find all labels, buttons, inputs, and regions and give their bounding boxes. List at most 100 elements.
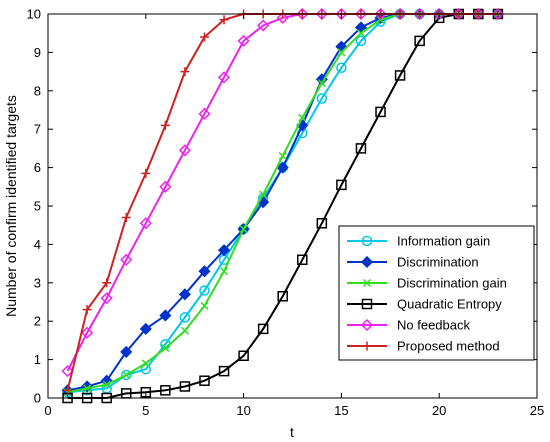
data-point-discrimination bbox=[178, 288, 191, 301]
ticks-layer: 0 5 10 15 20 25 0 1 2 3 4 5 6 7 8 9 10 bbox=[27, 7, 545, 419]
data-point-discrimination-gain bbox=[83, 384, 92, 393]
data-point-discrimination-gain bbox=[259, 190, 268, 199]
data-point-no-feedback bbox=[100, 292, 113, 305]
y-tick-label: 10 bbox=[27, 7, 41, 22]
data-point-discrimination-gain bbox=[317, 79, 326, 88]
legend-box bbox=[338, 225, 535, 361]
data-point-discrimination-gain bbox=[180, 326, 189, 335]
data-point-quadratic-entropy bbox=[375, 106, 386, 118]
data-point-information-gain bbox=[355, 35, 367, 47]
legend-label-discrimination-gain: Discrimination gain bbox=[397, 276, 507, 291]
y-axis-label: Number of confirm identified targets bbox=[3, 95, 19, 317]
data-point-no-feedback bbox=[374, 7, 387, 21]
data-point-no-feedback bbox=[178, 144, 191, 157]
data-point-no-feedback bbox=[217, 71, 231, 84]
x-tick-label: 15 bbox=[334, 403, 348, 418]
legend-entry-no-feedback: No feedback bbox=[347, 318, 470, 333]
data-point-no-feedback bbox=[139, 217, 152, 230]
data-point-no-feedback bbox=[81, 326, 94, 339]
data-point-quadratic-entropy bbox=[218, 365, 230, 377]
data-point-no-feedback bbox=[61, 365, 74, 378]
data-point-quadratic-entropy bbox=[238, 350, 249, 362]
x-tick-label: 5 bbox=[142, 403, 149, 418]
data-point-discrimination-gain bbox=[278, 152, 287, 161]
data-point-discrimination-gain bbox=[102, 380, 111, 389]
legend-marker-proposed-method bbox=[362, 341, 372, 351]
legend-label-quadratic-entropy: Quadratic Entropy bbox=[397, 297, 502, 312]
data-point-proposed-method bbox=[199, 32, 209, 42]
legend-marker-no-feedback bbox=[360, 318, 374, 332]
data-point-discrimination-gain bbox=[122, 370, 131, 379]
data-point-quadratic-entropy bbox=[414, 35, 425, 47]
data-point-discrimination-gain bbox=[298, 113, 307, 122]
data-point-no-feedback bbox=[394, 7, 407, 21]
legend-entry-discrimination: Discrimination bbox=[347, 255, 479, 270]
data-point-information-gain bbox=[316, 93, 328, 104]
data-point-information-gain bbox=[120, 369, 132, 381]
data-point-no-feedback bbox=[296, 7, 309, 21]
data-point-discrimination bbox=[217, 244, 231, 257]
data-point-discrimination bbox=[120, 345, 133, 358]
data-point-proposed-method bbox=[141, 168, 151, 178]
data-point-discrimination bbox=[198, 265, 211, 278]
legend-entry-information-gain: Information gain bbox=[347, 234, 490, 249]
data-point-no-feedback bbox=[315, 7, 328, 21]
data-point-no-feedback bbox=[276, 11, 289, 24]
data-point-quadratic-entropy bbox=[257, 323, 269, 335]
legend-label-information-gain: Information gain bbox=[397, 234, 490, 249]
data-point-proposed-method bbox=[63, 385, 73, 395]
data-point-quadratic-entropy bbox=[336, 179, 347, 191]
data-point-discrimination-gain bbox=[239, 225, 248, 234]
data-point-discrimination-gain bbox=[141, 359, 150, 368]
data-point-no-feedback bbox=[120, 253, 133, 266]
data-point-discrimination-gain bbox=[220, 267, 229, 276]
data-point-discrimination-gain bbox=[200, 301, 209, 310]
y-tick-label: 5 bbox=[34, 199, 41, 214]
data-point-no-feedback bbox=[237, 34, 250, 47]
legend-entry-proposed-method: Proposed method bbox=[347, 339, 500, 354]
data-point-proposed-method bbox=[121, 213, 131, 223]
legend-entry-discrimination-gain: Discrimination gain bbox=[347, 276, 507, 291]
data-point-no-feedback bbox=[354, 7, 368, 21]
y-tick-label: 9 bbox=[34, 45, 41, 60]
x-axis-label: t bbox=[290, 424, 294, 440]
legend-marker-quadratic-entropy bbox=[361, 298, 373, 310]
data-point-quadratic-entropy bbox=[316, 218, 328, 229]
data-point-information-gain bbox=[336, 62, 347, 74]
y-tick-label: 1 bbox=[34, 352, 41, 367]
data-point-information-gain bbox=[140, 363, 152, 375]
data-point-proposed-method bbox=[82, 305, 92, 315]
data-point-no-feedback bbox=[198, 107, 211, 120]
data-point-no-feedback bbox=[452, 7, 465, 21]
data-point-information-gain bbox=[199, 285, 210, 296]
data-point-quadratic-entropy bbox=[179, 381, 191, 392]
legend-entry-quadratic-entropy: Quadratic Entropy bbox=[347, 297, 502, 312]
data-point-quadratic-entropy bbox=[355, 143, 367, 154]
data-point-discrimination-gain bbox=[356, 29, 365, 38]
data-point-quadratic-entropy bbox=[277, 290, 288, 302]
legend-label-discrimination: Discrimination bbox=[397, 255, 479, 270]
y-tick-label: 0 bbox=[34, 391, 41, 406]
data-point-quadratic-entropy bbox=[199, 375, 210, 386]
data-point-proposed-method bbox=[160, 120, 170, 130]
data-point-proposed-method bbox=[180, 67, 190, 77]
x-tick-label: 20 bbox=[432, 403, 446, 418]
x-tick-label: 0 bbox=[44, 403, 51, 418]
data-point-proposed-method bbox=[102, 278, 112, 288]
data-point-quadratic-entropy bbox=[297, 254, 308, 266]
y-tick-label: 7 bbox=[34, 122, 41, 137]
y-tick-label: 2 bbox=[34, 314, 41, 329]
series-line-quadratic-entropy bbox=[67, 13, 498, 399]
legend-label-no-feedback: No feedback bbox=[397, 318, 470, 333]
y-tick-label: 8 bbox=[34, 83, 41, 98]
data-point-no-feedback bbox=[491, 7, 504, 21]
legend-marker-discrimination bbox=[360, 255, 374, 269]
data-point-proposed-method bbox=[219, 15, 229, 25]
y-tick-label: 4 bbox=[34, 237, 41, 252]
legend-marker-discrimination-gain bbox=[362, 278, 372, 288]
data-point-no-feedback bbox=[413, 7, 426, 21]
y-tick-label: 3 bbox=[34, 275, 41, 290]
data-point-no-feedback bbox=[159, 180, 172, 193]
